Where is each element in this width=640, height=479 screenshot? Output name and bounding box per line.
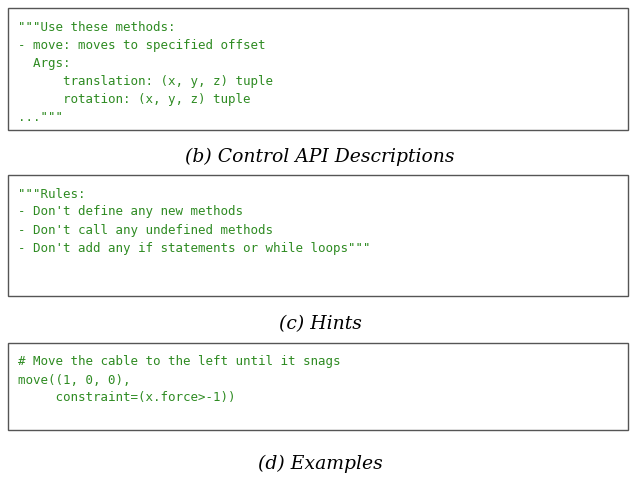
Text: (c) Hints: (c) Hints bbox=[278, 315, 362, 333]
Text: """Rules:: """Rules: bbox=[18, 187, 86, 201]
Text: translation: (x, y, z) tuple: translation: (x, y, z) tuple bbox=[18, 75, 273, 88]
Text: """Use these methods:: """Use these methods: bbox=[18, 21, 175, 34]
Text: (d) Examples: (d) Examples bbox=[258, 455, 382, 473]
Text: rotation: (x, y, z) tuple: rotation: (x, y, z) tuple bbox=[18, 92, 250, 105]
Bar bbox=[8, 343, 628, 430]
Text: ...""": ...""" bbox=[18, 111, 63, 124]
Text: - Don't call any undefined methods: - Don't call any undefined methods bbox=[18, 224, 273, 237]
Text: constraint=(x.force>-1)): constraint=(x.force>-1)) bbox=[18, 391, 236, 404]
Text: - Don't define any new methods: - Don't define any new methods bbox=[18, 205, 243, 218]
Bar bbox=[8, 8, 628, 130]
Text: move((1, 0, 0),: move((1, 0, 0), bbox=[18, 374, 131, 387]
Text: (b) Control API Descriptions: (b) Control API Descriptions bbox=[185, 148, 455, 166]
Text: # Move the cable to the left until it snags: # Move the cable to the left until it sn… bbox=[18, 355, 340, 368]
Text: - move: moves to specified offset: - move: moves to specified offset bbox=[18, 38, 266, 52]
Text: - Don't add any if statements or while loops""": - Don't add any if statements or while l… bbox=[18, 241, 371, 254]
Text: Args:: Args: bbox=[18, 57, 70, 69]
Bar bbox=[8, 175, 628, 296]
